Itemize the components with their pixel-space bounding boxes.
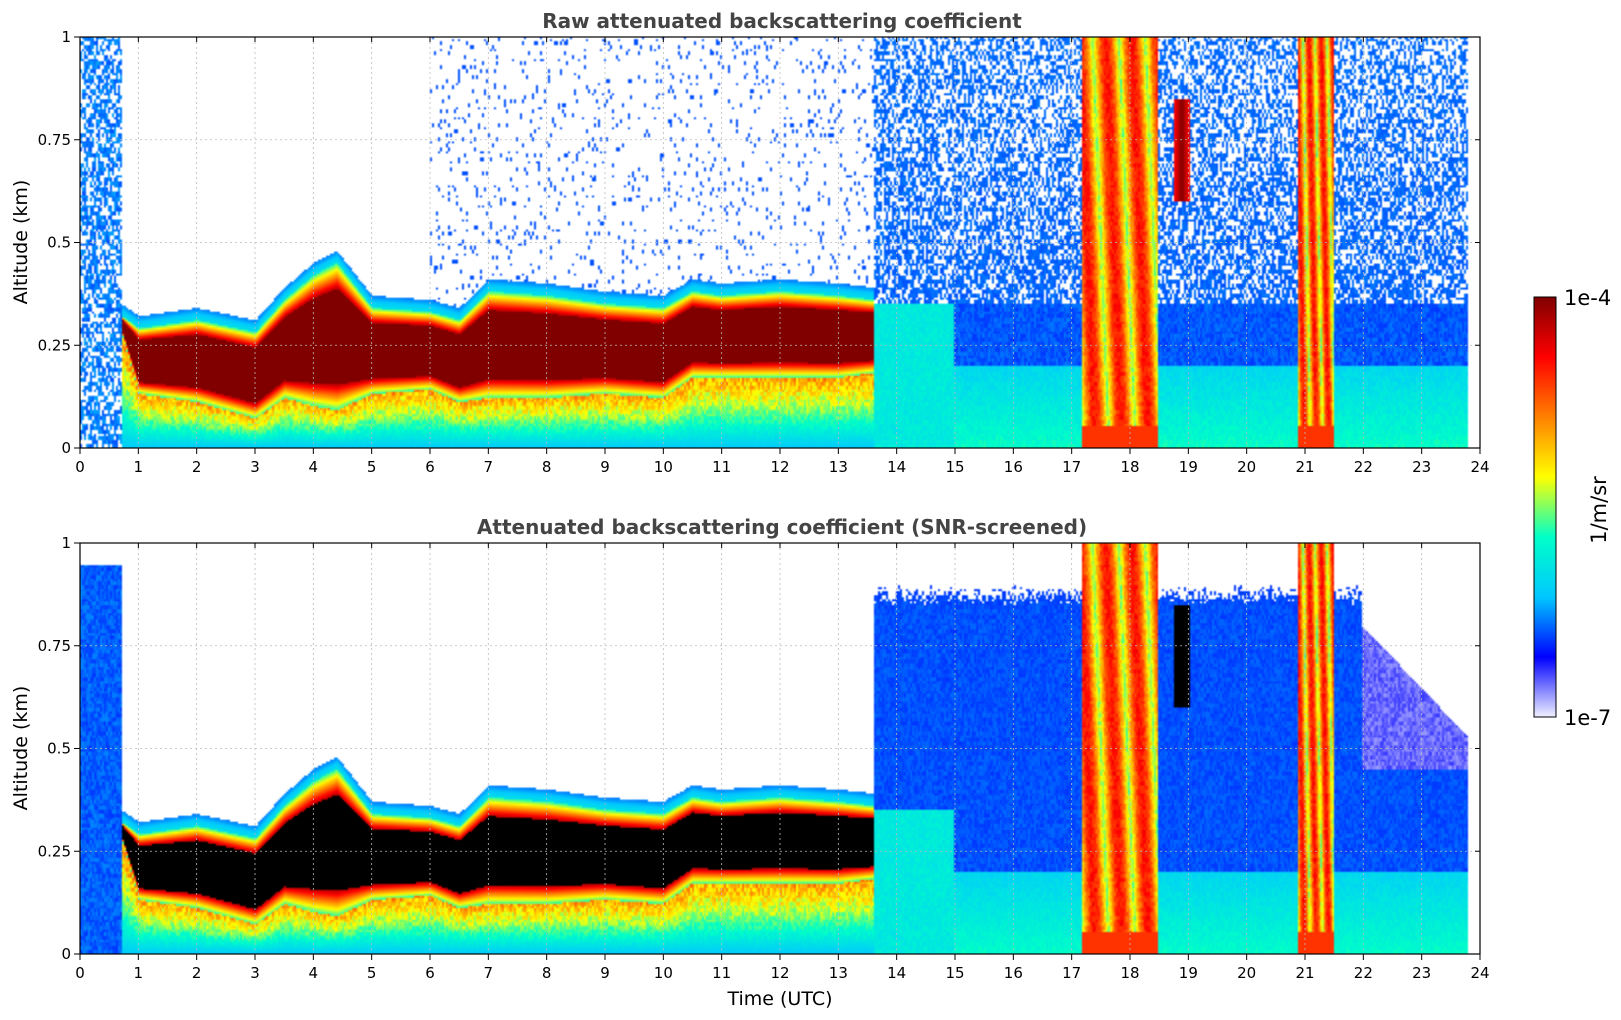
x-tick-label: 6	[425, 458, 435, 476]
x-tick-label: 1	[134, 458, 144, 476]
x-tick-label: 17	[1062, 964, 1081, 982]
y-tick-label: 0	[61, 439, 71, 457]
x-tick-label: 18	[1120, 964, 1139, 982]
x-tick-label: 19	[1179, 964, 1198, 982]
y-ticks-snr: 0 0.25 0.5 0.75 1	[38, 534, 1480, 963]
x-tick-label: 11	[712, 458, 731, 476]
panel-raw: Raw attenuated backscattering coefficien…	[10, 9, 1490, 476]
grid-snr	[79, 542, 1481, 955]
x-tick-label: 23	[1412, 458, 1431, 476]
x-tick-label: 7	[484, 458, 494, 476]
x-tick-label: 8	[542, 964, 552, 982]
y-tick-label: 0.75	[38, 131, 71, 149]
x-tick-label: 17	[1062, 458, 1081, 476]
x-tick-label: 20	[1237, 964, 1256, 982]
x-tick-label: 6	[425, 964, 435, 982]
x-tick-label: 4	[309, 458, 319, 476]
colorbar: 1e-4 1e-7 1/m/sr	[1533, 286, 1611, 730]
x-tick-label: 19	[1179, 458, 1198, 476]
x-tick-label: 1	[134, 964, 144, 982]
y-tick-label: 0	[61, 945, 71, 963]
x-tick-label: 13	[829, 458, 848, 476]
x-tick-label: 14	[887, 964, 906, 982]
y-tick-label: 0.5	[47, 740, 71, 758]
x-tick-label: 3	[250, 458, 260, 476]
x-tick-label: 2	[192, 458, 202, 476]
x-tick-label: 20	[1237, 458, 1256, 476]
colorbar-max-label: 1e-4	[1564, 286, 1611, 310]
x-tick-label: 5	[367, 458, 377, 476]
x-tick-label: 23	[1412, 964, 1431, 982]
x-tick-label: 5	[367, 964, 377, 982]
y-tick-label: 0.5	[47, 234, 71, 252]
panel-title-raw: Raw attenuated backscattering coefficien…	[542, 9, 1022, 33]
x-tick-label: 22	[1354, 964, 1373, 982]
x-tick-label: 24	[1470, 458, 1489, 476]
x-tick-label: 3	[250, 964, 260, 982]
x-tick-label: 0	[75, 458, 85, 476]
y-axis-label-snr: Altitude (km)	[10, 686, 32, 811]
x-tick-label: 4	[309, 964, 319, 982]
panel-snr: Attenuated backscattering coefficient (S…	[10, 515, 1490, 1010]
x-tick-label: 2	[192, 964, 202, 982]
x-ticks-snr: 0 1 2 3 4 5 6 7 8 9 10 11 12 13 14 15 16 17 18 19 20 21 22 23 24	[75, 543, 1490, 982]
x-tick-label: 15	[945, 458, 964, 476]
x-tick-label: 0	[75, 964, 85, 982]
x-tick-label: 12	[770, 964, 789, 982]
x-tick-label: 22	[1354, 458, 1373, 476]
x-tick-label: 8	[542, 458, 552, 476]
x-tick-label: 24	[1470, 964, 1489, 982]
x-tick-label: 9	[600, 964, 610, 982]
y-tick-label: 0.25	[38, 336, 71, 354]
x-tick-label: 21	[1295, 964, 1314, 982]
x-tick-label: 11	[712, 964, 731, 982]
x-tick-label: 7	[484, 964, 494, 982]
panel-title-snr: Attenuated backscattering coefficient (S…	[477, 515, 1087, 539]
colorbar-unit-label: 1/m/sr	[1587, 476, 1611, 544]
x-ticks-raw: 0 1 2 3 4 5 6 7 8 9 10 11 12 13 14 15 16 17 18 19 20 21 22 23 24	[75, 37, 1490, 476]
y-tick-label: 0.25	[38, 842, 71, 860]
x-tick-label: 16	[1004, 964, 1023, 982]
x-tick-label: 15	[945, 964, 964, 982]
y-ticks-raw: 0 0.25 0.5 0.75 1	[38, 28, 1480, 457]
colorbar-gradient	[1533, 296, 1557, 718]
x-tick-label: 18	[1120, 458, 1139, 476]
x-tick-label: 12	[770, 458, 789, 476]
y-tick-label: 0.75	[38, 637, 71, 655]
x-tick-label: 16	[1004, 458, 1023, 476]
x-tick-label: 9	[600, 458, 610, 476]
x-tick-label: 10	[654, 964, 673, 982]
x-tick-label: 13	[829, 964, 848, 982]
x-axis-label: Time (UTC)	[726, 988, 832, 1010]
y-axis-label-raw: Altitude (km)	[10, 180, 32, 305]
x-tick-label: 21	[1295, 458, 1314, 476]
x-tick-label: 10	[654, 458, 673, 476]
y-tick-label: 1	[61, 534, 71, 552]
x-tick-label: 14	[887, 458, 906, 476]
y-tick-label: 1	[61, 28, 71, 46]
colorbar-min-label: 1e-7	[1564, 706, 1611, 730]
